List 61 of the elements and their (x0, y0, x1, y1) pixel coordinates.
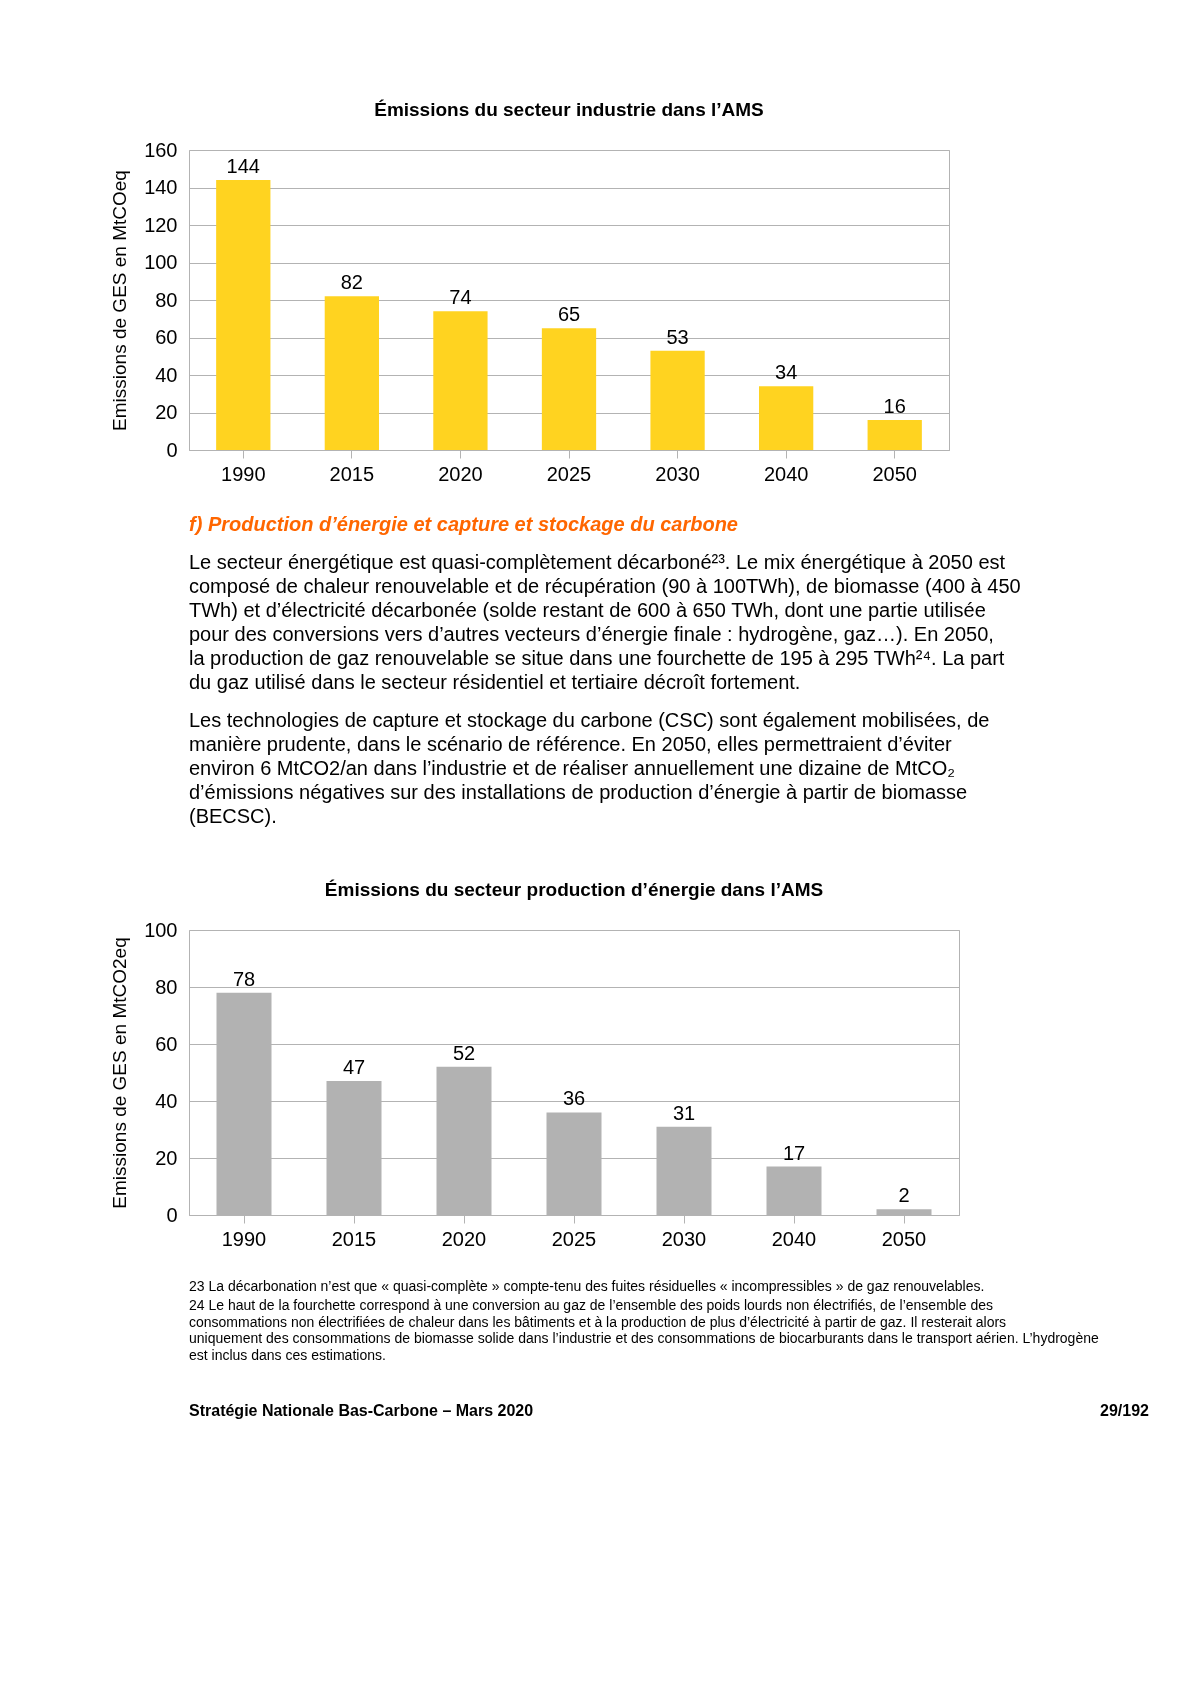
text: Stratégie Nationale Bas-Carbone – Mars 2020 (189, 1402, 534, 1419)
data-label: 2 (898, 1184, 910, 1207)
text: 29/192 (1100, 1402, 1150, 1420)
data-label: 34 (775, 361, 798, 384)
text: Les technologies de capture et stockage du carbone (CSC) sont également mobilisées, de manière prudente, dans le scénario de référence. En 2050, elles permettraient d’éviter environ 6 MtCO2/an dans l’industrie et de réaliser annuellement une dizaine de MtCO₂ d’émissions négatives sur des installations de production d’énergie à partir de biomasse (BECSC). (189, 709, 990, 827)
y-tick-label: 40 (155, 1089, 178, 1112)
x-tick-label: 2050 (881, 1227, 927, 1250)
y-tick-label: 80 (155, 288, 178, 311)
y-tick-label: 0 (166, 438, 178, 461)
x-tick-label: 1990 (221, 462, 266, 485)
data-label: 31 (672, 1101, 696, 1124)
text: Le secteur énergétique est quasi-complètement décarboné²³. Le mix énergétique à 2050 est composé de chaleur renouvelable et de récupération (90 à 100TWh), de biomasse (400 à 450 TWh) et d’électricité décarbonée (solde restant de 600 à 650 TWh, dont une partie utilisée pour des conversions vers d’autres vecteurs d’énergie finale : hydrogène, gaz…). En 2050, la production de gaz renouvelable se situe dans une fourchette de 195 à 295 TWh²⁴. La part du gaz utilisé dans le secteur résidentiel et tertiaire décroît fortement. (189, 551, 1021, 693)
y-tick-label: 100 (144, 918, 178, 941)
data-label: 78 (232, 967, 256, 990)
bar (541, 328, 597, 450)
data-label: 16 (883, 395, 906, 417)
x-tick-label: 2040 (763, 462, 809, 485)
bar (324, 296, 379, 450)
y-axis-title: Emissions de GES en MtCO2eq (109, 937, 131, 1209)
x-tick-label: 2040 (771, 1227, 817, 1250)
data-label: 17 (782, 1141, 806, 1164)
bar (759, 386, 814, 450)
text: f) Production d’énergie et capture et stockage du carbone (189, 513, 738, 535)
data-label: 53 (666, 325, 689, 348)
data-label: 36 (562, 1087, 586, 1110)
x-tick-label: 2015 (329, 462, 375, 485)
x-tick-label: 2015 (331, 1227, 377, 1250)
text: 24 Le haut de la fourchette correspond à une conversion au gaz de l’ensemble des poids lourds non électrifiés, de l’ensemble des consommations non électrifiées de chaleur dans les bâtiments et à la production de plus d’électricité à partir de gaz. Il resterait alors uniquement des consommations de biomasse solide dans l’industrie et des consommations de biocarburants dans le transport aérien. L’hydrogène est inclus dans ces estimations. (189, 1296, 1099, 1364)
bar (433, 311, 488, 450)
y-tick-label: 20 (155, 401, 178, 423)
y-tick-label: 20 (155, 1146, 178, 1169)
x-tick-label: 2025 (546, 462, 592, 485)
bar (650, 350, 705, 450)
y-tick-label: 120 (144, 213, 178, 236)
data-label: 144 (226, 155, 260, 177)
chart-title: Émissions du secteur industrie dans l’AMS (374, 99, 764, 120)
bar (867, 420, 922, 450)
x-tick-label: 2020 (438, 462, 483, 485)
x-tick-label: 2050 (872, 462, 917, 485)
x-tick-label: 1990 (221, 1227, 267, 1250)
y-axis-title: Emissions de GES en MtCOeq (109, 170, 131, 431)
data-label: 52 (452, 1041, 476, 1064)
y-tick-label: 60 (155, 326, 178, 348)
data-label: 74 (449, 286, 472, 309)
bar (216, 180, 271, 450)
y-tick-label: 40 (155, 363, 178, 386)
y-tick-label: 0 (166, 1203, 178, 1226)
data-label: 47 (342, 1056, 366, 1079)
data-label: 82 (340, 271, 363, 294)
y-tick-label: 60 (155, 1032, 178, 1055)
x-tick-label: 2025 (551, 1227, 597, 1250)
chart-title: Émissions du secteur production d’énergie dans l’AMS (324, 879, 824, 900)
y-tick-label: 140 (144, 176, 178, 198)
x-tick-label: 2030 (661, 1227, 707, 1250)
data-label: 65 (557, 303, 581, 326)
y-tick-label: 80 (155, 975, 178, 998)
y-tick-label: 100 (144, 251, 178, 273)
x-tick-label: 2020 (441, 1227, 487, 1250)
text: 23 La décarbonation n’est que « quasi-complète » compte-tenu des fuites résiduelles « incompressibles » de gaz renouvelables. (189, 1278, 985, 1294)
y-tick-label: 160 (144, 138, 178, 161)
x-tick-label: 2030 (655, 462, 700, 485)
